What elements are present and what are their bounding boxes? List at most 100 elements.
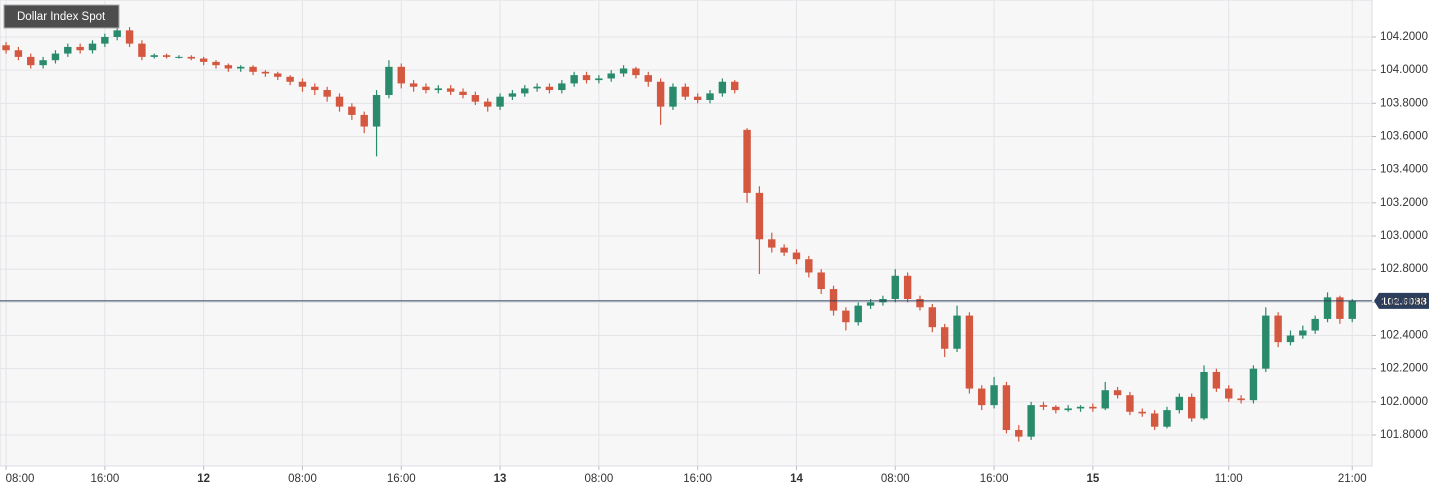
candle-body xyxy=(632,68,640,76)
candle-body xyxy=(2,45,10,51)
candle-body xyxy=(1249,368,1258,401)
candle-body xyxy=(1101,390,1109,409)
last-price-tag xyxy=(1374,292,1429,309)
plot-area xyxy=(0,0,1373,467)
candle-body xyxy=(446,88,455,92)
candle-body xyxy=(866,302,875,306)
candle-body xyxy=(1200,371,1208,419)
candle-body xyxy=(743,129,751,193)
candle-body xyxy=(1212,371,1221,389)
x-tick-label: 08:00 xyxy=(881,473,910,485)
candle-body xyxy=(113,30,121,37)
candle-body xyxy=(76,46,84,51)
candle-body xyxy=(348,106,356,115)
candle-body xyxy=(1002,385,1011,431)
candle-body xyxy=(199,58,208,62)
x-tick-label: 16:00 xyxy=(980,473,1009,485)
candle-body xyxy=(175,56,183,58)
candle-body xyxy=(521,88,529,94)
candle-body xyxy=(1262,315,1270,369)
candle-body xyxy=(570,75,578,84)
candle-body xyxy=(768,239,776,248)
candle-body xyxy=(125,30,134,44)
candle-body xyxy=(138,43,146,57)
candle-body xyxy=(607,73,615,79)
candle-body xyxy=(1126,395,1134,412)
y-tick-label: 103.6000 xyxy=(1380,131,1428,143)
y-tick-label: 102.4000 xyxy=(1380,330,1428,342)
candle-body xyxy=(409,83,418,87)
candle-body xyxy=(533,86,541,89)
y-tick-label: 103.0000 xyxy=(1380,230,1428,242)
candle-body xyxy=(1299,330,1307,336)
candle-body xyxy=(249,66,257,72)
candle-body xyxy=(965,315,974,389)
candle-body xyxy=(484,101,492,107)
x-tick-label: 08:00 xyxy=(584,473,613,485)
candle-body xyxy=(1027,405,1035,437)
x-tick-label: 15 xyxy=(1086,473,1099,485)
candle-body xyxy=(459,91,467,96)
candle-body xyxy=(323,90,331,97)
candle-body xyxy=(558,83,566,91)
candle-body xyxy=(854,305,862,323)
candle-body xyxy=(27,56,35,66)
candle-body xyxy=(1175,396,1184,411)
candle-body xyxy=(669,86,677,107)
candle-body xyxy=(693,96,702,100)
candle-body xyxy=(656,81,665,107)
candle-body xyxy=(335,96,344,107)
candle-body xyxy=(471,95,480,102)
candle-body xyxy=(508,93,517,97)
candle-body xyxy=(298,81,307,87)
candle-body xyxy=(422,86,430,91)
candle-body xyxy=(1076,406,1085,409)
candle-body xyxy=(978,388,986,406)
candle-body xyxy=(1052,406,1060,411)
candle-body xyxy=(1225,388,1233,399)
y-tick-label: 103.8000 xyxy=(1380,97,1428,109)
candle-body xyxy=(64,46,72,54)
candle-body xyxy=(928,307,937,328)
candle-body xyxy=(706,93,714,100)
candle-body xyxy=(162,55,171,57)
chart-title: Dollar Index Spot xyxy=(17,11,106,23)
candle-body xyxy=(237,66,245,69)
candle-body xyxy=(619,68,628,74)
candle-body xyxy=(372,95,381,127)
candle-body xyxy=(780,247,788,253)
candle-body xyxy=(903,275,912,300)
candle-body xyxy=(1113,390,1122,396)
candle-body xyxy=(842,310,850,323)
candle-body xyxy=(1237,398,1245,401)
candle-body xyxy=(792,252,801,260)
candle-body xyxy=(644,75,652,82)
candle-body xyxy=(187,56,196,59)
x-tick-label: 11:00 xyxy=(1215,473,1243,485)
candle-body xyxy=(1163,410,1171,427)
y-tick-label: 102.0000 xyxy=(1380,396,1428,408)
candle-body xyxy=(805,259,813,273)
candle-body xyxy=(39,60,47,66)
candle-body xyxy=(88,43,97,51)
candle-body xyxy=(101,36,109,44)
x-tick-label: 16:00 xyxy=(683,473,712,485)
y-tick-label: 104.0000 xyxy=(1380,64,1428,76)
candle-body xyxy=(990,385,998,406)
candle-body xyxy=(953,315,961,349)
candle-body xyxy=(14,50,23,57)
candle-body xyxy=(385,66,393,96)
candle-body xyxy=(829,289,838,311)
y-tick-label: 104.2000 xyxy=(1380,31,1428,43)
candle-body xyxy=(1348,300,1356,319)
candle-body xyxy=(1323,297,1332,319)
candle-body xyxy=(1039,405,1048,407)
x-tick-label: 08:00 xyxy=(288,473,317,485)
y-tick-label: 102.2000 xyxy=(1380,363,1428,375)
candles xyxy=(2,27,1356,442)
candle-body xyxy=(1187,396,1196,419)
x-tick-label: 13 xyxy=(494,473,507,485)
candle-body xyxy=(286,76,294,82)
candle-body xyxy=(212,61,220,66)
